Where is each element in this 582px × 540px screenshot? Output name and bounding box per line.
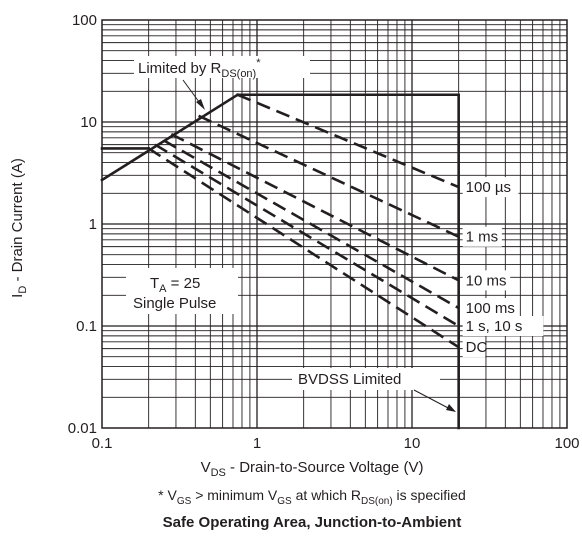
- single-pulse-label: Single Pulse: [133, 295, 216, 312]
- plot-frame: [101, 19, 568, 429]
- series-line: [154, 143, 460, 328]
- series-label-bg: [462, 177, 519, 198]
- x-tick-label: 0.1: [92, 435, 113, 452]
- bvdss-arrow-line: [413, 389, 453, 411]
- conditions-bg: [126, 268, 238, 314]
- y-axis-label: ID - Drain Current (A): [9, 158, 29, 298]
- series-label: 1 ms: [466, 229, 499, 246]
- series-label-bg: [462, 226, 502, 247]
- y-tick-label: 10: [80, 114, 97, 131]
- series-label-bg: [462, 316, 544, 336]
- rdson-arrowhead: [196, 99, 205, 110]
- y-tick-label: 1: [89, 216, 97, 233]
- curves: [100, 92, 460, 430]
- series-line: [198, 114, 460, 238]
- series-labels: 100 µs 1 ms 10 ms 100 ms1 s, 10 s DC: [462, 177, 544, 358]
- series-line: [163, 139, 460, 310]
- y-tick-label: 0.01: [68, 420, 97, 437]
- x-tick-label: 1: [253, 435, 261, 452]
- x-tick-label: 10: [404, 435, 421, 452]
- series-line: [237, 93, 460, 189]
- boundary-line: [100, 92, 240, 182]
- footnote: * VGS > minimum VGS at which RDS(on) is …: [158, 487, 466, 507]
- bvdss-bg: [292, 368, 440, 390]
- rdson-annotation: Limited by RDS(on)*: [134, 56, 310, 110]
- rdson-label-bg: [134, 56, 310, 78]
- bvdss-annotation: BVDSS Limited: [292, 368, 456, 412]
- x-tick-label: 100: [554, 435, 579, 452]
- series-label-bg: [462, 298, 519, 319]
- bvdss-label: BVDSS Limited: [298, 371, 401, 388]
- series-label: 100 µs: [466, 179, 511, 196]
- series-label-bg: [462, 337, 486, 358]
- series-label: 100 ms: [466, 300, 515, 317]
- series-label-bg: [462, 270, 511, 291]
- rdson-label: Limited by RDS(on)*: [138, 57, 261, 80]
- series-label: 10 ms: [466, 272, 507, 289]
- y-tick-label: 0.1: [76, 318, 97, 335]
- ta-label: TA = 25: [150, 275, 200, 295]
- grid: [102, 20, 567, 428]
- chart-title: Safe Operating Area, Junction-to-Ambient: [163, 514, 462, 531]
- series-label: 1 s, 10 s: [466, 318, 523, 335]
- conditions-annotation: TA = 25 Single Pulse: [126, 268, 238, 314]
- y-tick-label: 100: [72, 12, 97, 29]
- bvdss-arrowhead: [446, 404, 456, 412]
- series-line: [170, 132, 460, 282]
- series-label: DC: [466, 339, 488, 356]
- x-axis-label: VDS - Drain-to-Source Voltage (V): [201, 459, 424, 479]
- series-line: [147, 147, 460, 349]
